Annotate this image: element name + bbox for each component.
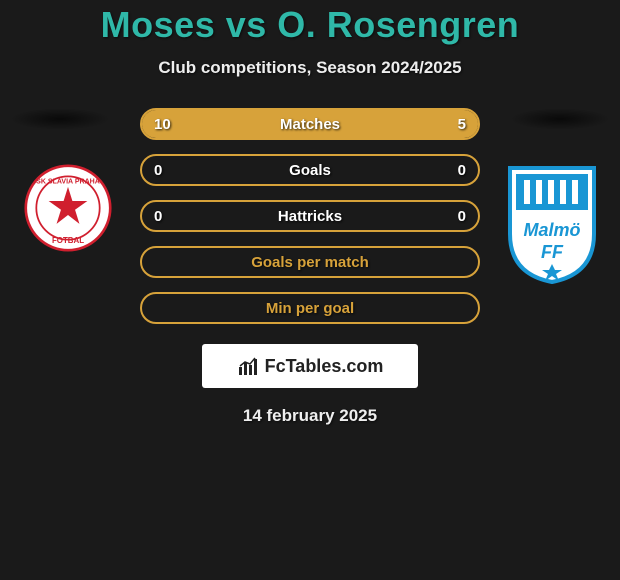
stat-row-min-per-goal: Min per goal <box>140 292 480 324</box>
svg-text:Malmö: Malmö <box>523 220 580 240</box>
brand-badge[interactable]: FcTables.com <box>202 344 418 388</box>
club-badge-right: Malmö FF <box>502 164 602 284</box>
player-right-silhouette <box>510 108 610 130</box>
svg-text:FF: FF <box>541 242 564 262</box>
stat-label: Hattricks <box>142 208 478 225</box>
player-left-silhouette <box>10 108 110 130</box>
club-badge-left: SK SLAVIA PRAHA FOTBAL <box>18 164 118 252</box>
page-title: Moses vs O. Rosengren <box>0 4 620 46</box>
svg-text:SK SLAVIA PRAHA: SK SLAVIA PRAHA <box>36 178 100 185</box>
stat-label: Min per goal <box>142 300 478 317</box>
stat-label: Matches <box>142 116 478 133</box>
date-text: 14 february 2025 <box>0 406 620 426</box>
chart-icon <box>237 355 259 377</box>
comparison-area: SK SLAVIA PRAHA FOTBAL Malmö FF 105Match… <box>0 108 620 426</box>
subtitle: Club competitions, Season 2024/2025 <box>0 58 620 78</box>
stat-label: Goals per match <box>142 254 478 271</box>
brand-text: FcTables.com <box>265 356 384 377</box>
stat-label: Goals <box>142 162 478 179</box>
stat-row-goals: 00Goals <box>140 154 480 186</box>
stat-row-matches: 105Matches <box>140 108 480 140</box>
stat-rows: 105Matches 00Goals 00Hattricks Goals per ma… <box>140 108 480 324</box>
stat-row-goals-per-match: Goals per match <box>140 246 480 278</box>
svg-text:FOTBAL: FOTBAL <box>52 236 84 245</box>
stat-row-hattricks: 00Hattricks <box>140 200 480 232</box>
